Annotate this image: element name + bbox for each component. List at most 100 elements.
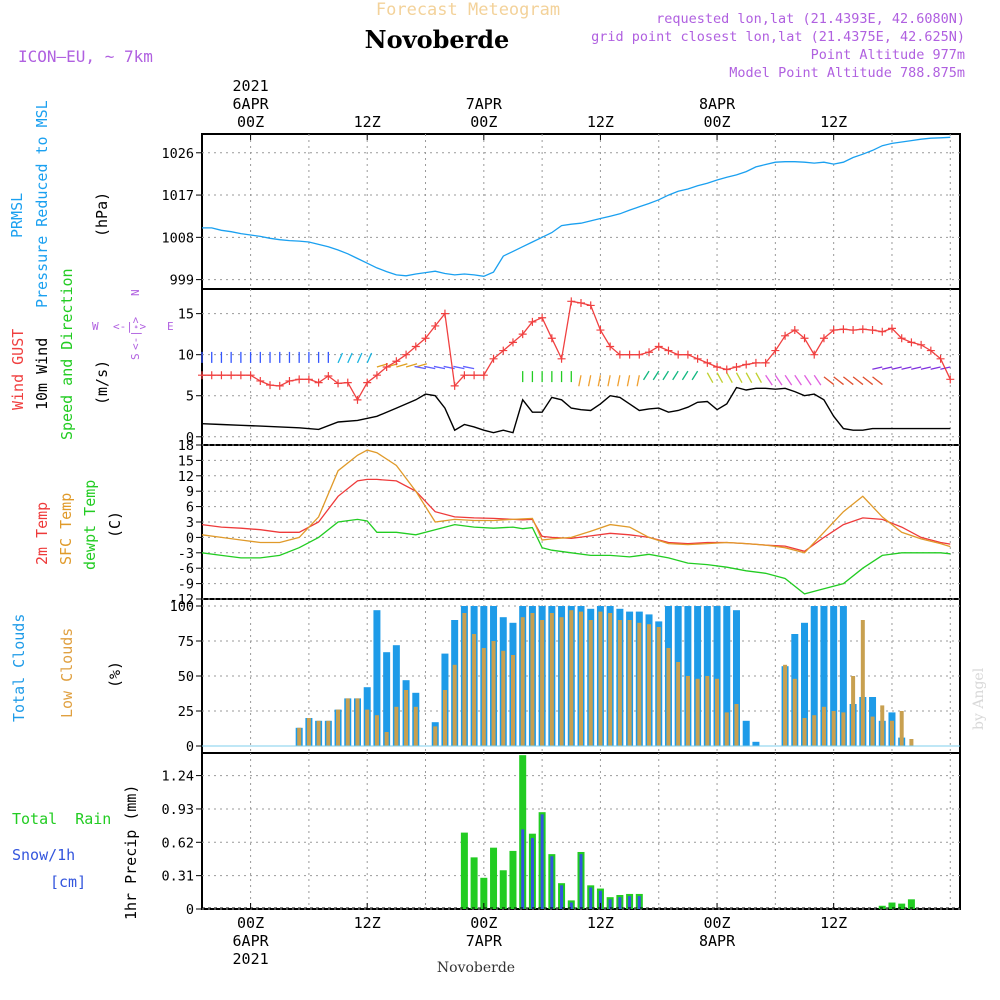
snow-label: Snow/1h <box>12 846 75 864</box>
top-time-label: 00Z <box>470 113 497 131</box>
snow-bar <box>530 837 534 909</box>
wind-direction-arrow <box>578 375 582 387</box>
gust-marker <box>722 365 731 374</box>
gust-marker <box>586 301 595 310</box>
wind-direction-arrow <box>672 370 679 381</box>
low-cloud-bar <box>472 634 477 746</box>
gust-marker <box>324 372 333 381</box>
y-tick-label: 10 <box>178 348 194 364</box>
low-cloud-bar <box>870 716 875 746</box>
top-time-label: 12Z <box>354 113 381 131</box>
rain-bar <box>898 903 906 909</box>
y-tick-label: 1026 <box>161 146 194 162</box>
total-cloud-bar <box>373 610 381 746</box>
gust-marker <box>897 334 906 343</box>
gust-marker <box>295 375 304 384</box>
wind-direction-arrow <box>872 376 883 386</box>
y-tick-label: 0.62 <box>161 835 194 851</box>
sfc-temp-line <box>201 449 951 554</box>
low-clouds-label: Low Clouds <box>58 628 76 718</box>
gust-marker <box>664 346 673 355</box>
wind-direction-arrow <box>433 365 446 370</box>
wind-direction-arrow <box>716 372 724 383</box>
wind-direction-arrow <box>453 365 465 370</box>
y-tick-label: 6 <box>186 500 194 516</box>
location-title: Novoberde <box>365 25 510 54</box>
y-tick-label: 50 <box>178 669 194 685</box>
gust-marker <box>266 381 275 390</box>
low-cloud-bar <box>637 622 642 746</box>
gust-marker <box>198 371 206 380</box>
wind-direction-arrow <box>920 366 931 370</box>
gust-marker <box>926 346 935 355</box>
low-cloud-bar <box>841 712 846 746</box>
y-tick-label: 1008 <box>161 230 194 246</box>
y-tick-label: 12 <box>178 469 194 485</box>
wind-direction-arrow <box>726 372 733 383</box>
total-clouds-label: Total Clouds <box>10 614 28 722</box>
low-cloud-bar <box>812 715 817 746</box>
wind-direction-arrow <box>891 366 902 370</box>
pressure-label-1: PRMSL <box>8 193 26 238</box>
wind-direction-arrow <box>636 375 640 387</box>
low-cloud-bar <box>355 698 360 746</box>
low-cloud-bar <box>588 620 593 746</box>
wind-direction-arrow <box>587 375 592 387</box>
gust-marker <box>372 371 381 380</box>
gust-marker <box>518 330 527 339</box>
compass-west: W <box>92 320 99 333</box>
low-cloud-bar <box>336 709 341 746</box>
gust-marker <box>887 324 896 333</box>
gust-marker <box>246 371 255 380</box>
y-tick-label: 15 <box>178 453 194 469</box>
low-cloud-bar <box>510 655 515 746</box>
top-time-label: 2021 <box>233 77 269 95</box>
low-cloud-bar <box>715 678 720 746</box>
low-cloud-bar <box>899 711 904 746</box>
wind-direction-arrow <box>443 365 455 370</box>
gust-marker <box>761 358 770 367</box>
gust-marker <box>849 326 858 335</box>
gust-marker <box>625 350 634 359</box>
gust-marker <box>703 358 712 367</box>
watermark: by Angel <box>971 667 987 730</box>
dewpt-label: dewpt Temp <box>81 480 99 570</box>
gust-label: Wind GUST <box>9 329 27 410</box>
total-cloud-bar <box>694 606 702 746</box>
low-cloud-bar <box>365 709 370 746</box>
low-cloud-bar <box>413 706 418 746</box>
bottom-time-label: 12Z <box>820 914 847 932</box>
gust-marker <box>674 350 683 359</box>
wind-direction-arrow <box>706 372 714 383</box>
gust-marker <box>819 334 828 343</box>
wind-direction-arrow <box>424 365 436 370</box>
gust-marker <box>334 379 343 388</box>
wind-unit: (m/s) <box>93 360 111 405</box>
low-cloud-bar <box>316 720 321 746</box>
low-cloud-bar <box>442 690 447 746</box>
temp-unit: (C) <box>106 511 124 538</box>
low-cloud-bar <box>384 732 389 746</box>
wind-direction-arrow <box>652 370 660 381</box>
gust-marker <box>256 376 265 385</box>
y-tick-label: 3 <box>186 515 194 531</box>
gust-marker <box>635 350 644 359</box>
gust-marker <box>343 378 352 387</box>
wind-direction-arrow <box>366 352 373 364</box>
low-cloud-bar <box>452 664 457 746</box>
low-cloud-bar <box>676 662 681 746</box>
meteogram-title: Forecast Meteogram <box>376 0 560 20</box>
y-tick-label: 1.24 <box>161 769 194 785</box>
snow-unit-label: [cm] <box>50 873 86 891</box>
low-cloud-bar <box>598 611 603 746</box>
top-time-label: 00Z <box>704 113 731 131</box>
panels-layer: 999100810171026051015-12-9-6-30369121518… <box>161 77 961 968</box>
gust-marker <box>363 378 372 387</box>
wind-direction-arrow <box>755 372 762 383</box>
y-tick-label: -6 <box>178 561 194 577</box>
top-time-label: 00Z <box>237 113 264 131</box>
y-tick-label: 0 <box>186 530 194 546</box>
compass-east: E <box>167 320 174 333</box>
low-cloud-bar <box>374 715 379 746</box>
snow-bar <box>550 856 554 909</box>
